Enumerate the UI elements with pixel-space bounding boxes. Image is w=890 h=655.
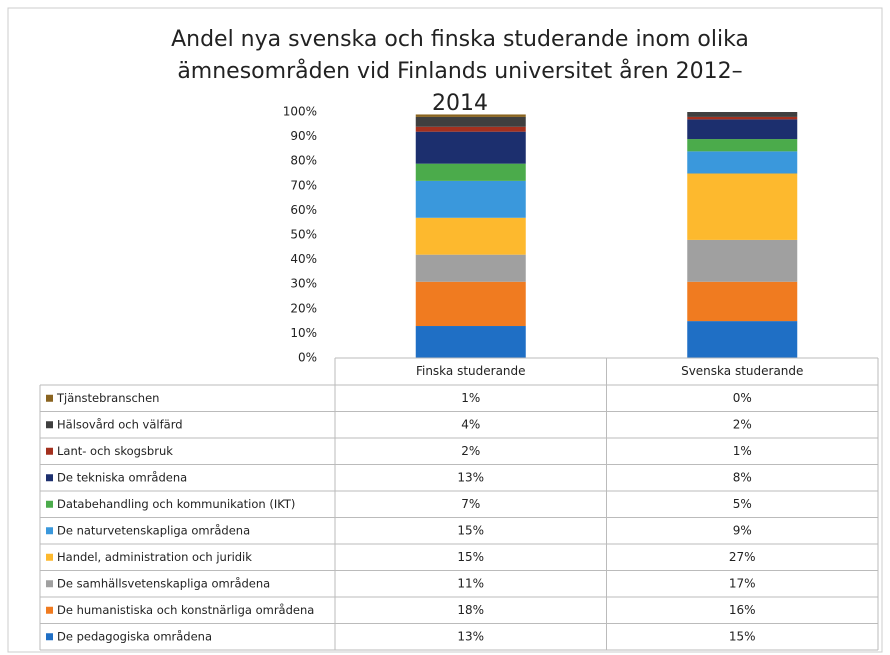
- legend-label: De naturvetenskapliga områdena: [57, 523, 250, 537]
- bar-segment: [415, 180, 526, 218]
- bar-segment: [687, 119, 798, 140]
- legend-label: De samhällsvetenskapliga områdena: [57, 576, 270, 590]
- bar-segment: [687, 321, 798, 358]
- value-label: 1%: [733, 444, 752, 458]
- y-tick-label: 70%: [290, 178, 317, 192]
- y-tick-label: 10%: [290, 326, 317, 340]
- y-tick-label: 100%: [283, 105, 317, 119]
- y-tick-label: 80%: [290, 154, 317, 168]
- bar-segment: [415, 126, 526, 132]
- bar-segment: [415, 163, 526, 181]
- value-label: 11%: [457, 576, 484, 590]
- y-tick-label: 90%: [290, 129, 317, 143]
- bar-segment: [415, 114, 526, 117]
- y-tick-label: 40%: [290, 252, 317, 266]
- legend-label: De tekniska områdena: [57, 470, 187, 484]
- legend-swatch: [46, 421, 53, 429]
- chart-border: [7, 7, 883, 653]
- legend-swatch: [46, 553, 53, 561]
- legend-swatch: [46, 633, 53, 641]
- value-label: 15%: [457, 550, 484, 564]
- value-label: 5%: [733, 497, 752, 511]
- bar-segment: [687, 173, 798, 240]
- value-label: 2%: [733, 417, 752, 431]
- value-label: 2%: [461, 444, 480, 458]
- bar-segment: [415, 281, 526, 327]
- legend-swatch: [46, 606, 53, 614]
- value-label: 16%: [729, 603, 756, 617]
- bar-segment: [687, 139, 798, 152]
- bar-segment: [415, 217, 526, 255]
- value-label: 0%: [733, 391, 752, 405]
- bar-segment: [415, 326, 526, 358]
- legend-swatch: [46, 580, 53, 588]
- y-tick-label: 20%: [290, 301, 317, 315]
- legend-swatch: [46, 527, 53, 535]
- bar-segment: [687, 112, 798, 117]
- value-label: 18%: [457, 603, 484, 617]
- legend-label: De humanistiska och konstnärliga områden…: [57, 603, 314, 617]
- legend-label: De pedagogiska områdena: [57, 629, 212, 643]
- value-label: 15%: [729, 629, 756, 643]
- legend-label: Lant- och skogsbruk: [57, 444, 173, 458]
- chart-title: Andel nya svenska och finska studerande …: [171, 27, 749, 116]
- legend-swatch: [46, 500, 53, 508]
- bar-segment: [687, 281, 798, 322]
- value-label: 27%: [729, 550, 756, 564]
- value-label: 1%: [461, 391, 480, 405]
- bar-segment: [687, 116, 798, 120]
- y-tick-label: 60%: [290, 203, 317, 217]
- value-label: 13%: [457, 629, 484, 643]
- legend-swatch: [46, 394, 53, 402]
- bar-segment: [687, 151, 798, 174]
- value-label: 8%: [733, 470, 752, 484]
- value-label: 9%: [733, 523, 752, 537]
- bar-segment: [415, 116, 526, 127]
- y-tick-label: 30%: [290, 277, 317, 291]
- legend-label: Hälsovård och välfärd: [57, 417, 183, 431]
- legend-label: Tjänstebranschen: [56, 391, 159, 405]
- y-tick-label: 50%: [290, 228, 317, 242]
- y-tick-label: 0%: [298, 351, 317, 365]
- legend-swatch: [46, 447, 53, 455]
- legend-label: Databehandling och kommunikation (IKT): [57, 497, 295, 511]
- value-label: 4%: [461, 417, 480, 431]
- legend-label: Handel, administration och juridik: [57, 550, 252, 564]
- x-tick-label: Svenska studerande: [681, 364, 803, 378]
- bar-segment: [415, 254, 526, 282]
- bar-segment: [415, 131, 526, 164]
- x-tick-label: Finska studerande: [416, 364, 526, 378]
- legend-swatch: [46, 474, 53, 482]
- value-label: 13%: [457, 470, 484, 484]
- value-label: 17%: [729, 576, 756, 590]
- bar-segment: [687, 239, 798, 282]
- value-label: 7%: [461, 497, 480, 511]
- value-label: 15%: [457, 523, 484, 537]
